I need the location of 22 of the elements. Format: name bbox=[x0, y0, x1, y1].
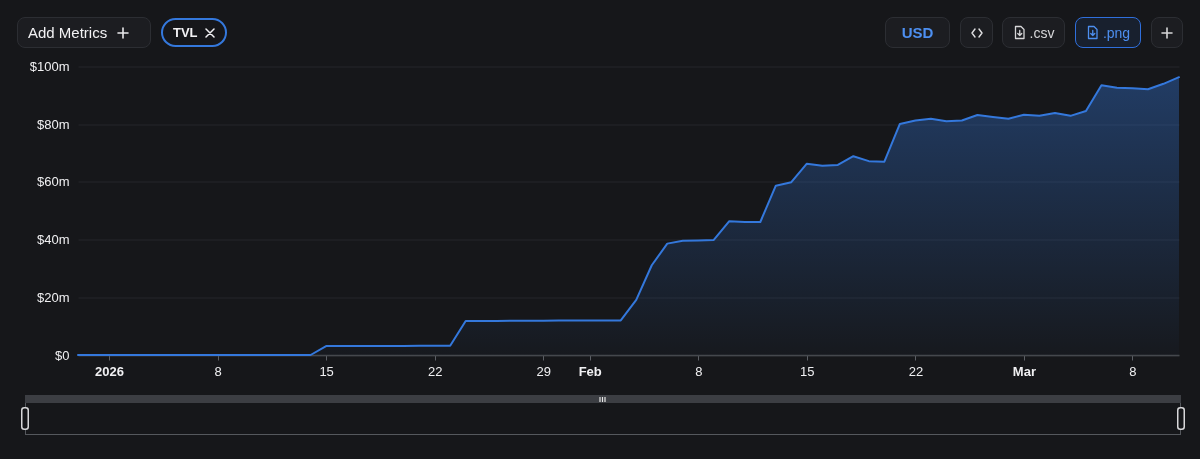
y-tick-label: $40m bbox=[36, 232, 70, 248]
x-tick-label: 8 bbox=[695, 363, 703, 379]
y-tick-label: $20m bbox=[36, 289, 70, 305]
y-tick-label: $60m bbox=[36, 174, 70, 190]
add-metrics-button: Add Metrics bbox=[17, 17, 151, 48]
x-tick-label: 2026 bbox=[95, 363, 124, 379]
x-tick-label: 8 bbox=[1129, 363, 1137, 379]
x-tick-label: Feb bbox=[578, 363, 602, 379]
download-csv-button: .csv bbox=[1002, 17, 1065, 48]
x-tick-label: 8 bbox=[214, 363, 222, 379]
download-png-button: .png bbox=[1075, 17, 1141, 48]
currency-toggle: USD bbox=[885, 17, 950, 48]
x-tick-label: 15 bbox=[319, 363, 334, 379]
y-tick-label: $0 bbox=[55, 347, 70, 363]
legend-label: TVL bbox=[173, 25, 198, 40]
x-tick-label: 22 bbox=[908, 363, 924, 379]
y-tick-label: $100m bbox=[29, 59, 70, 74]
y-tick-label: $80m bbox=[36, 116, 70, 132]
x-tick-label: 22 bbox=[427, 363, 443, 379]
x-tick-label: 15 bbox=[800, 363, 815, 379]
x-tick-label: 29 bbox=[536, 363, 551, 379]
x-tick-label: Mar bbox=[1012, 363, 1036, 379]
